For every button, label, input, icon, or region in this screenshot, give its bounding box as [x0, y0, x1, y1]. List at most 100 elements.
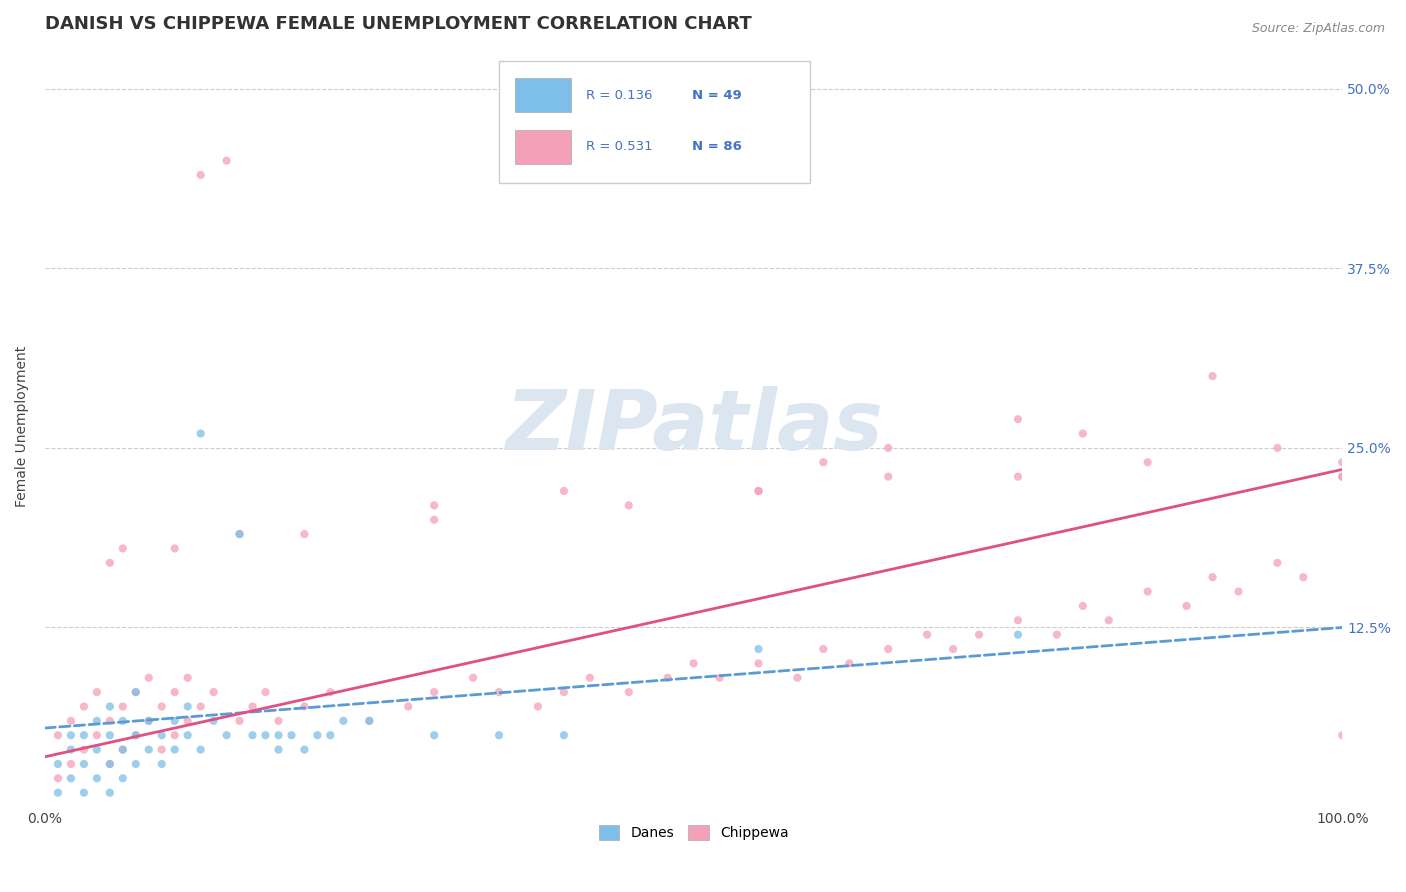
Point	[294, 527, 316, 541]
Point	[215, 728, 238, 742]
Point	[1331, 469, 1354, 483]
Point	[59, 756, 82, 771]
Point	[86, 742, 108, 756]
Point	[1007, 412, 1029, 426]
Point	[138, 671, 160, 685]
Point	[579, 671, 602, 685]
Point	[98, 786, 121, 800]
Point	[553, 483, 575, 498]
Point	[396, 699, 419, 714]
Point	[747, 657, 769, 671]
Point	[125, 728, 148, 742]
Point	[267, 728, 290, 742]
Point	[267, 742, 290, 756]
Point	[915, 628, 938, 642]
Point	[228, 714, 250, 728]
Point	[86, 685, 108, 699]
Point	[1136, 584, 1159, 599]
Point	[1007, 469, 1029, 483]
Point	[1267, 441, 1289, 455]
Point	[747, 642, 769, 657]
Point	[1331, 469, 1354, 483]
Point	[488, 685, 510, 699]
Point	[228, 527, 250, 541]
Point	[280, 728, 302, 742]
Point	[202, 685, 225, 699]
Point	[682, 657, 704, 671]
Point	[59, 714, 82, 728]
Point	[877, 441, 900, 455]
Point	[242, 728, 264, 742]
Point	[163, 714, 186, 728]
Point	[176, 671, 198, 685]
Point	[86, 772, 108, 786]
Point	[1331, 455, 1354, 469]
Point	[190, 168, 212, 182]
Point	[163, 728, 186, 742]
Point	[527, 699, 550, 714]
Point	[1201, 570, 1223, 584]
Point	[150, 756, 173, 771]
Point	[1007, 628, 1029, 642]
Point	[307, 728, 329, 742]
Point	[73, 756, 96, 771]
Point	[98, 756, 121, 771]
Point	[1136, 455, 1159, 469]
Point	[488, 728, 510, 742]
Point	[242, 699, 264, 714]
Text: DANISH VS CHIPPEWA FEMALE UNEMPLOYMENT CORRELATION CHART: DANISH VS CHIPPEWA FEMALE UNEMPLOYMENT C…	[45, 15, 752, 33]
Point	[202, 714, 225, 728]
Point	[163, 685, 186, 699]
Point	[138, 714, 160, 728]
Point	[747, 483, 769, 498]
Point	[1046, 628, 1069, 642]
Point	[98, 699, 121, 714]
Point	[877, 469, 900, 483]
Point	[1331, 728, 1354, 742]
Point	[423, 499, 446, 513]
Point	[73, 742, 96, 756]
Point	[747, 483, 769, 498]
Point	[813, 642, 835, 657]
Point	[46, 756, 69, 771]
Point	[423, 685, 446, 699]
Point	[86, 728, 108, 742]
Point	[46, 728, 69, 742]
Point	[59, 728, 82, 742]
Point	[190, 426, 212, 441]
Point	[319, 728, 342, 742]
Point	[1201, 369, 1223, 384]
Point	[111, 772, 134, 786]
Point	[46, 772, 69, 786]
Point	[73, 699, 96, 714]
Point	[190, 742, 212, 756]
Point	[150, 728, 173, 742]
Point	[332, 714, 354, 728]
Point	[553, 728, 575, 742]
Point	[163, 742, 186, 756]
Y-axis label: Female Unemployment: Female Unemployment	[15, 346, 30, 507]
Point	[359, 714, 381, 728]
Point	[111, 541, 134, 556]
Point	[319, 685, 342, 699]
Point	[98, 556, 121, 570]
Point	[1227, 584, 1250, 599]
Point	[111, 714, 134, 728]
Point	[461, 671, 484, 685]
Point	[190, 699, 212, 714]
Point	[813, 455, 835, 469]
Point	[73, 786, 96, 800]
Point	[553, 685, 575, 699]
Text: Source: ZipAtlas.com: Source: ZipAtlas.com	[1251, 22, 1385, 36]
Point	[617, 685, 640, 699]
Point	[98, 728, 121, 742]
Point	[138, 714, 160, 728]
Point	[150, 742, 173, 756]
Point	[125, 685, 148, 699]
Point	[176, 699, 198, 714]
Point	[294, 742, 316, 756]
Point	[98, 714, 121, 728]
Point	[86, 714, 108, 728]
Point	[176, 728, 198, 742]
Point	[1175, 599, 1198, 613]
